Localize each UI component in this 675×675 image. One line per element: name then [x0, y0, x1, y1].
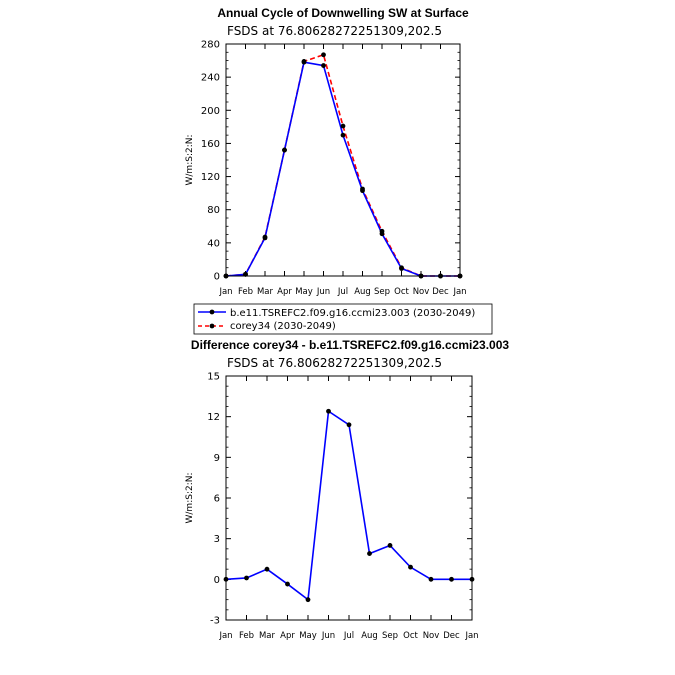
series-1-point	[379, 231, 385, 237]
y-tick-label: 0	[214, 575, 220, 586]
series-1-point	[408, 564, 413, 570]
x-tick-label: Aug	[354, 287, 371, 297]
series-1-point	[305, 597, 311, 603]
y-tick-label: 80	[207, 205, 220, 216]
y-tick-label: 15	[207, 372, 220, 383]
x-tick-label: May	[299, 631, 317, 641]
y-tick-label: 280	[201, 40, 220, 51]
series-1-point	[360, 188, 365, 194]
y-tick-label: 200	[201, 106, 220, 117]
y-tick-label: 12	[207, 412, 220, 423]
x-tick-label: Feb	[238, 287, 253, 297]
x-tick-label: Dec	[443, 631, 460, 641]
x-tick-label: Dec	[432, 287, 449, 297]
x-tick-label: Jan	[218, 287, 232, 297]
series-2-point	[321, 52, 326, 58]
top-chart-series	[223, 52, 463, 279]
x-tick-label: Jan	[218, 631, 232, 641]
x-tick-label: Apr	[277, 287, 292, 297]
series-1-point	[301, 59, 307, 65]
bottom-chart-axes: -3 0 3 6 9 12 15 Jan Feb Mar Apr May Jun Jul Aug Sep Oct…	[207, 372, 478, 642]
series-1-point	[340, 132, 346, 138]
series-1-point	[346, 422, 352, 428]
y-tick-label: 160	[201, 139, 220, 150]
x-tick-label: Nov	[423, 631, 440, 641]
x-tick-label: Sep	[382, 631, 398, 641]
series-1-point	[285, 581, 290, 587]
series-1-point	[428, 576, 434, 582]
series-line-1	[225, 61, 460, 277]
bottom-chart-title: Difference corey34 - b.e11.TSREFC2.f09.g…	[191, 338, 509, 352]
top-chart-plot-frame	[225, 43, 461, 277]
series-1-point	[367, 551, 372, 556]
legend: b.e11.TSREFC2.f09.g16.ccmi23.003 (2030-2…	[193, 303, 493, 335]
legend-box	[193, 303, 493, 335]
bottom-chart: Difference corey34 - b.e11.TSREFC2.f09.g…	[185, 338, 509, 641]
series-1-point	[264, 566, 270, 572]
series-1-point	[387, 543, 393, 548]
x-tick-label: Jun	[321, 631, 335, 641]
x-tick-label: Feb	[239, 631, 254, 641]
bottom-chart-plot-frame	[225, 375, 473, 621]
y-tick-label: 9	[214, 453, 220, 464]
y-tick-label: 6	[214, 494, 220, 505]
legend-marker-1	[209, 309, 215, 315]
x-tick-label: Jul	[343, 631, 354, 641]
legend-label-1: b.e11.TSREFC2.f09.g16.ccmi23.003 (2030-2…	[230, 308, 475, 319]
x-tick-label: Apr	[280, 631, 295, 641]
series-1-point	[399, 266, 404, 271]
bottom-chart-series	[223, 408, 475, 603]
x-tick-label: Jul	[337, 287, 348, 297]
y-tick-label: -3	[210, 616, 220, 627]
series-line-1	[225, 409, 472, 602]
x-tick-label: Aug	[361, 631, 378, 641]
bottom-chart-y-axis-label: W/m:S:2:N:	[185, 473, 195, 524]
x-tick-label: May	[295, 287, 313, 297]
y-tick-label: 40	[207, 238, 220, 249]
legend-marker-2	[209, 323, 215, 329]
y-tick-label: 3	[214, 534, 220, 545]
x-tick-label: Jan	[452, 287, 466, 297]
x-tick-label: Sep	[374, 287, 390, 297]
x-tick-label: Oct	[403, 631, 418, 641]
series-1-point	[262, 235, 268, 241]
top-chart-title: Annual Cycle of Downwelling SW at Surfac…	[217, 6, 469, 20]
series-1-point	[326, 408, 331, 414]
series-1-point	[449, 576, 454, 582]
series-line-2	[225, 53, 460, 277]
x-tick-label: Nov	[413, 287, 430, 297]
top-chart-subtitle: FSDS at 76.80628272251309,202.5	[227, 24, 442, 38]
top-chart: Annual Cycle of Downwelling SW at Surfac…	[185, 6, 469, 297]
top-chart-axes: 0 40 80 120 160 200 240 280 Jan Feb Mar Apr May Jun Ju…	[201, 40, 467, 298]
series-2-point	[340, 123, 346, 129]
y-tick-label: 120	[201, 172, 220, 183]
top-chart-y-axis-label: W/m:S:2:N:	[185, 135, 195, 186]
legend-label-2: corey34 (2030-2049)	[230, 321, 336, 332]
bottom-chart-subtitle: FSDS at 76.80628272251309,202.5	[227, 356, 442, 370]
series-1-point	[282, 147, 287, 153]
x-tick-label: Mar	[257, 287, 274, 297]
series-1-point	[321, 63, 326, 68]
y-tick-label: 240	[201, 73, 220, 84]
x-tick-label: Mar	[259, 631, 276, 641]
y-tick-label: 0	[214, 272, 220, 283]
x-tick-label: Jan	[464, 631, 478, 641]
series-1-point	[244, 575, 249, 581]
x-tick-label: Jun	[316, 287, 330, 297]
x-tick-label: Oct	[394, 287, 409, 297]
